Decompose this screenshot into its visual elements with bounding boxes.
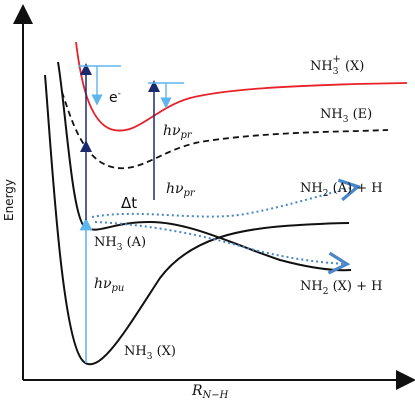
e-state-label: NH3 (E) [320, 107, 372, 125]
nh2-x-label: NH2 (X) + H [300, 279, 382, 297]
delay-label: Δt [121, 194, 137, 212]
nh2-a-label: NH2 (A) + H [300, 181, 383, 199]
electron-label: e- [109, 89, 121, 106]
x-state-label: NH3 (X) [124, 344, 176, 362]
probe-label-2: hνpr [166, 181, 196, 199]
pump-label: hνpu [94, 276, 124, 294]
a-state-curve [57, 61, 352, 272]
ion-state-label: NH3+ (X) [310, 54, 364, 77]
a-state-label: NH3 (A) [94, 235, 146, 253]
path-to-nh2-a [91, 178, 362, 218]
x-state-curve [44, 74, 350, 366]
x-axis-label: RN−H [191, 383, 229, 400]
y-axis-label: Energy [2, 179, 16, 221]
e-state-curve [61, 91, 389, 170]
probe-label-1: hνpr [163, 123, 193, 141]
ion-curve [75, 41, 408, 132]
